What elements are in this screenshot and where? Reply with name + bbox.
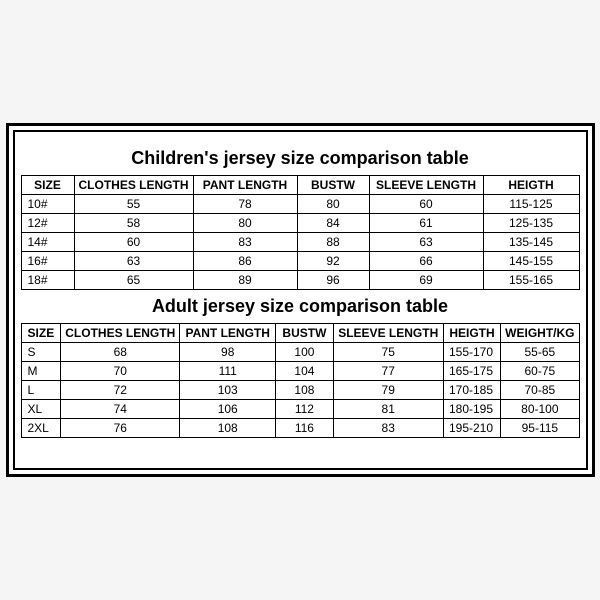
table-cell: 69 xyxy=(369,271,483,290)
children-table-title: Children's jersey size comparison table xyxy=(21,142,580,175)
table-cell: 74 xyxy=(61,400,180,419)
table-cell: 81 xyxy=(333,400,443,419)
table-cell: 18# xyxy=(21,271,74,290)
table-header-row: SIZE CLOTHES LENGTH PANT LENGTH BUSTW SL… xyxy=(21,176,579,195)
table-row: L7210310879170-18570-85 xyxy=(21,381,579,400)
table-cell: 95-115 xyxy=(501,419,579,438)
table-cell: 89 xyxy=(193,271,297,290)
table-cell: 76 xyxy=(61,419,180,438)
outer-frame: Children's jersey size comparison table … xyxy=(6,123,595,477)
table-cell: 14# xyxy=(21,233,74,252)
table-cell: 78 xyxy=(193,195,297,214)
table-cell: 180-195 xyxy=(443,400,500,419)
table-cell: 106 xyxy=(180,400,276,419)
table-cell: 12# xyxy=(21,214,74,233)
table-cell: 170-185 xyxy=(443,381,500,400)
table-cell: 86 xyxy=(193,252,297,271)
table-cell: 88 xyxy=(297,233,369,252)
col-size: SIZE xyxy=(21,324,61,343)
table-cell: 2XL xyxy=(21,419,61,438)
col-height: HEIGTH xyxy=(443,324,500,343)
table-cell: 165-175 xyxy=(443,362,500,381)
table-row: 16#63869266145-155 xyxy=(21,252,579,271)
table-row: 12#58808461125-135 xyxy=(21,214,579,233)
table-cell: M xyxy=(21,362,61,381)
table-cell: L xyxy=(21,381,61,400)
table-cell: 70 xyxy=(61,362,180,381)
adult-size-table: SIZE CLOTHES LENGTH PANT LENGTH BUSTW SL… xyxy=(21,323,580,438)
table-cell: 80 xyxy=(297,195,369,214)
table-cell: 104 xyxy=(276,362,333,381)
table-cell: 60-75 xyxy=(501,362,579,381)
table-cell: 68 xyxy=(61,343,180,362)
table-cell: 72 xyxy=(61,381,180,400)
table-cell: 115-125 xyxy=(483,195,579,214)
table-cell: 65 xyxy=(74,271,193,290)
table-row: 14#60838863135-145 xyxy=(21,233,579,252)
table-cell: 98 xyxy=(180,343,276,362)
table-cell: 66 xyxy=(369,252,483,271)
table-cell: 60 xyxy=(369,195,483,214)
table-row: 10#55788060115-125 xyxy=(21,195,579,214)
table-row: XL7410611281180-19580-100 xyxy=(21,400,579,419)
table-row: 2XL7610811683195-21095-115 xyxy=(21,419,579,438)
table-cell: 112 xyxy=(276,400,333,419)
table-cell: XL xyxy=(21,400,61,419)
col-clothes-length: CLOTHES LENGTH xyxy=(74,176,193,195)
table-cell: 80-100 xyxy=(501,400,579,419)
inner-frame: Children's jersey size comparison table … xyxy=(13,130,588,470)
table-row: S689810075155-17055-65 xyxy=(21,343,579,362)
table-header-row: SIZE CLOTHES LENGTH PANT LENGTH BUSTW SL… xyxy=(21,324,579,343)
col-clothes-length: CLOTHES LENGTH xyxy=(61,324,180,343)
children-size-table: SIZE CLOTHES LENGTH PANT LENGTH BUSTW SL… xyxy=(21,175,580,290)
table-cell: 75 xyxy=(333,343,443,362)
table-cell: 10# xyxy=(21,195,74,214)
col-sleeve-length: SLEEVE LENGTH xyxy=(369,176,483,195)
table-cell: 63 xyxy=(74,252,193,271)
table-cell: 60 xyxy=(74,233,193,252)
col-weight: WEIGHT/KG xyxy=(501,324,579,343)
table-cell: 70-85 xyxy=(501,381,579,400)
table-cell: 83 xyxy=(193,233,297,252)
table-cell: 80 xyxy=(193,214,297,233)
table-cell: S xyxy=(21,343,61,362)
table-cell: 103 xyxy=(180,381,276,400)
table-cell: 84 xyxy=(297,214,369,233)
table-cell: 108 xyxy=(276,381,333,400)
table-cell: 92 xyxy=(297,252,369,271)
table-cell: 111 xyxy=(180,362,276,381)
col-pant-length: PANT LENGTH xyxy=(193,176,297,195)
table-cell: 61 xyxy=(369,214,483,233)
table-cell: 55 xyxy=(74,195,193,214)
table-cell: 58 xyxy=(74,214,193,233)
adult-table-title: Adult jersey size comparison table xyxy=(21,290,580,323)
table-cell: 135-145 xyxy=(483,233,579,252)
table-cell: 195-210 xyxy=(443,419,500,438)
table-cell: 155-165 xyxy=(483,271,579,290)
table-cell: 125-135 xyxy=(483,214,579,233)
table-cell: 79 xyxy=(333,381,443,400)
table-cell: 16# xyxy=(21,252,74,271)
table-cell: 108 xyxy=(180,419,276,438)
table-cell: 83 xyxy=(333,419,443,438)
table-cell: 55-65 xyxy=(501,343,579,362)
col-bustw: BUSTW xyxy=(297,176,369,195)
col-bustw: BUSTW xyxy=(276,324,333,343)
col-size: SIZE xyxy=(21,176,74,195)
table-cell: 96 xyxy=(297,271,369,290)
col-sleeve-length: SLEEVE LENGTH xyxy=(333,324,443,343)
table-cell: 155-170 xyxy=(443,343,500,362)
table-row: 18#65899669155-165 xyxy=(21,271,579,290)
table-row: M7011110477165-17560-75 xyxy=(21,362,579,381)
table-cell: 63 xyxy=(369,233,483,252)
table-cell: 145-155 xyxy=(483,252,579,271)
col-height: HEIGTH xyxy=(483,176,579,195)
table-cell: 116 xyxy=(276,419,333,438)
table-cell: 77 xyxy=(333,362,443,381)
col-pant-length: PANT LENGTH xyxy=(180,324,276,343)
table-cell: 100 xyxy=(276,343,333,362)
